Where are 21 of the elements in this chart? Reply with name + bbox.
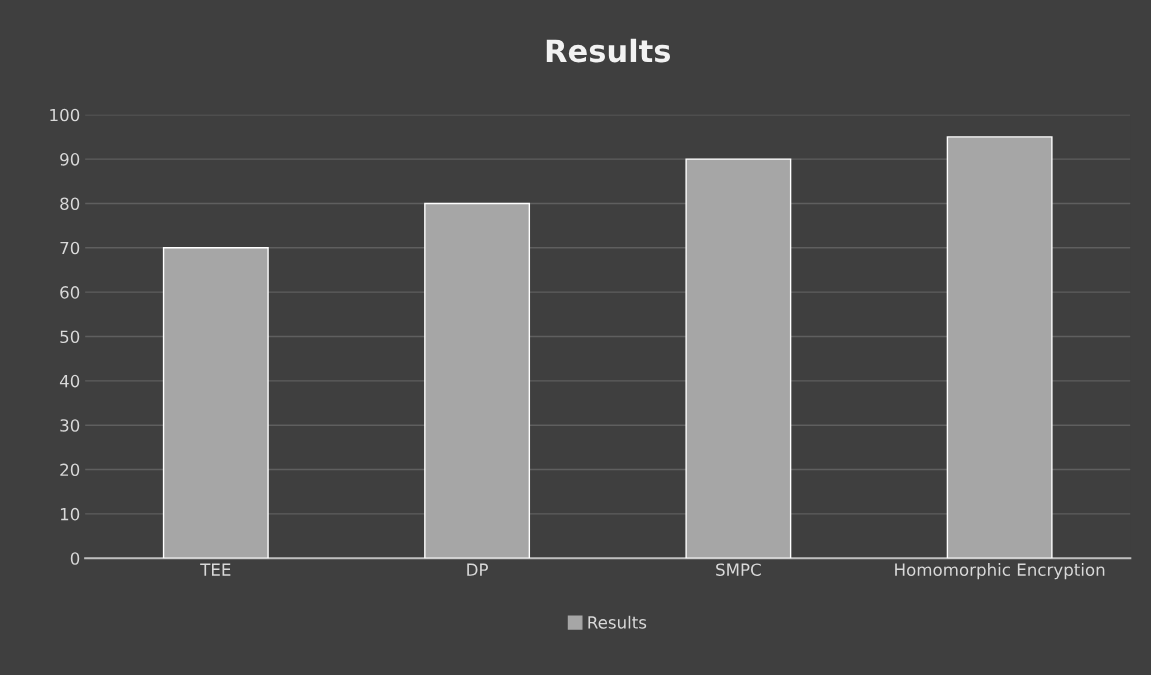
bar xyxy=(946,136,1053,559)
x-tick-label: TEE xyxy=(200,563,231,576)
x-tick-label: DP xyxy=(467,563,488,576)
bar xyxy=(424,202,531,559)
y-tick-label: 50 xyxy=(60,330,80,344)
y-tick-label: 20 xyxy=(60,463,80,477)
x-tick-label: Homomorphic Encryption xyxy=(895,563,1105,580)
y-tick-label: 70 xyxy=(60,241,80,255)
y-tick-label: 100 xyxy=(50,108,80,122)
chart-title: Results xyxy=(546,38,671,63)
bar xyxy=(162,247,269,559)
x-tick-label: SMPC xyxy=(716,563,761,576)
y-tick-label: 0 xyxy=(70,552,80,565)
bar xyxy=(685,158,792,559)
legend-label: Results xyxy=(588,615,647,629)
y-tick-label: 10 xyxy=(60,507,80,521)
y-tick-label: 90 xyxy=(60,153,80,166)
y-tick-label: 40 xyxy=(59,374,80,388)
y-tick-label: 30 xyxy=(60,419,80,432)
y-tick-label: 80 xyxy=(60,197,80,211)
y-tick-label: 60 xyxy=(60,286,80,299)
